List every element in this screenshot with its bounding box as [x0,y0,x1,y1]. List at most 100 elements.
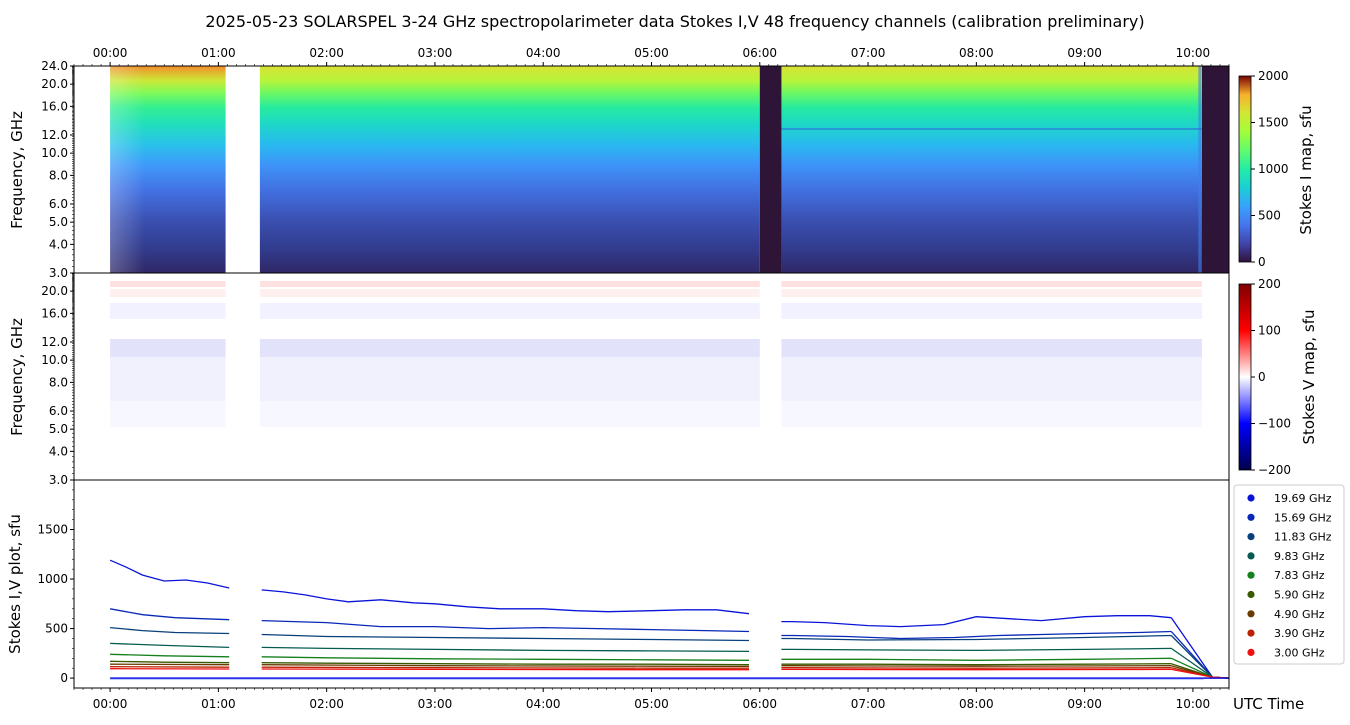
y-tick-label: 500 [45,622,68,636]
stokes-i-y-axis-label: Frequency, GHz [8,111,26,229]
low-signal-block [759,66,782,273]
y-tick-label: 4.0 [49,237,68,251]
y-tick-label: 12.0 [41,128,68,142]
x-tick-label: 10:00 [1176,697,1211,711]
stokes-i-colorbar-label: Stokes I map, sfu [1297,105,1315,234]
x-tick-label: 08:00 [959,46,994,60]
stokes-i-colorbar: 0 500 1000 1500 2000 [1238,69,1289,269]
y-tick-label: 8.0 [49,375,68,389]
colorbar-tick-label: 100 [1258,324,1281,338]
legend-marker [1247,513,1255,521]
series-line [261,662,750,666]
series-line [781,663,1172,666]
y-tick-label: 8.0 [49,168,68,182]
legend-label: 4.90 GHz [1274,608,1325,621]
series-line [109,608,230,621]
stokes-v-spectrogram [110,281,1202,427]
x-tick-label: 10:00 [1176,46,1211,60]
x-tick-label: 05:00 [634,697,669,711]
series-line [261,666,749,669]
x-tick-label: 01:00 [201,697,236,711]
series-line [781,665,1172,667]
v-band-negative [781,401,1202,427]
legend-marker [1247,629,1255,637]
y-tick-label: 6.0 [49,404,68,418]
series-line [261,668,749,671]
x-tick-label: 04:00 [526,46,561,60]
series-line [109,559,230,589]
v-band-positive [259,289,760,297]
series-line [781,630,1172,640]
series-line [781,615,1172,628]
y-tick-label: 0 [60,671,68,685]
x-tick-label: 01:00 [201,46,236,60]
colorbar-tick-label: 1500 [1258,116,1289,130]
legend-label: 19.69 GHz [1274,492,1332,505]
series-line [781,667,1172,669]
y-tick-label: 3.0 [49,473,68,487]
figure-title: 2025-05-23 SOLARSPEL 3-24 GHz spectropol… [205,12,1144,31]
y-tick-label: 10.0 [41,353,68,367]
series-line [110,626,230,635]
stokes-iv-y-axis-label: Stokes I,V plot, sfu [6,514,24,654]
stokes-v-colorbar: 200 100 0 −100 −200 [1238,277,1291,477]
v-band-negative [781,357,1202,401]
series-line [261,656,750,661]
series-line [110,653,230,658]
legend-marker [1247,590,1255,599]
colorbar-tick-label: −200 [1258,463,1291,477]
x-tick-label: 08:00 [959,697,994,711]
v-band-positive [781,281,1202,287]
stokes-iv-series [109,559,1229,680]
y-tick-label: 1500 [37,523,68,537]
x-tick-label: 03:00 [418,697,453,711]
series-line [781,657,1172,661]
y-tick-label: 3.0 [49,266,68,280]
bottom-time-ticks: 00:00 01:00 02:00 03:00 04:00 05:00 06:00 07:00… [73,688,1230,711]
v-band-negative [781,339,1202,357]
legend-label: 5.90 GHz [1274,589,1325,602]
colorbar-tick-label: 1000 [1258,162,1289,176]
stokes-iv-frame [73,479,1230,689]
series-line [110,642,230,649]
stokes-i-panel: 3.0 4.0 5.0 6.0 8.0 10.0 12.0 16.0 20.0 24.0 00:0… [8,46,1315,280]
v-band-negative [110,357,226,401]
x-tick-label: 02:00 [309,46,344,60]
colorbar-tick-label: 500 [1258,209,1281,223]
y-tick-label: 20.0 [41,284,68,298]
legend-marker [1247,533,1255,541]
colorbar-tick-label: 200 [1258,277,1281,291]
series-line [110,666,230,668]
v-band-negative [259,357,760,401]
x-tick-label: 03:00 [418,46,453,60]
y-tick-label: 24.0 [41,59,68,73]
x-tick-label: 04:00 [526,697,561,711]
series-line [261,589,750,615]
x-tick-label: 05:00 [634,46,669,60]
low-signal-block [1201,66,1229,273]
y-tick-label: 4.0 [49,444,68,458]
spectrogram-block [781,66,1202,273]
series-line [781,634,1172,641]
legend-label: 9.83 GHz [1274,550,1325,563]
x-tick-label: 07:00 [851,46,886,60]
v-band-positive [110,281,226,287]
legend-marker [1247,494,1255,502]
legend-label: 3.90 GHz [1274,627,1325,640]
v-band-negative [110,303,226,319]
legend-marker [1247,571,1255,579]
stokes-v-y-axis-label: Frequency, GHz [8,318,26,436]
x-tick-label: 02:00 [309,697,344,711]
legend: 19.69 GHz 15.69 GHz 11.83 GHz 9.83 GHz 7.83 … [1233,484,1345,665]
y-tick-label: 20.0 [41,77,68,91]
x-tick-label: 09:00 [1067,697,1102,711]
x-tick-label: 09:00 [1067,46,1102,60]
v-band-negative [110,401,226,427]
y-tick-label: 1000 [37,572,68,586]
x-tick-label: 06:00 [742,46,777,60]
y-tick-label: 5.0 [49,215,68,229]
transition-strip [1198,66,1202,273]
x-tick-label: 07:00 [851,697,886,711]
stokes-iv-line-panel: 0 500 1000 1500 00:00 01:00 02:00 03:00 04:00 05… [6,479,1345,713]
